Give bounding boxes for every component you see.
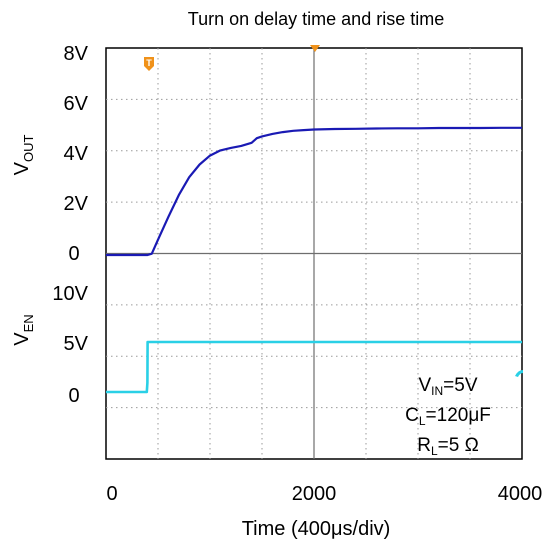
y-tick-label: 10V [52,283,88,305]
x-axis-label: Time (400μs/div) [242,518,391,540]
y-tick-label: 0 [68,385,79,407]
vout-trace [106,126,522,257]
y-tick-label: 6V [64,93,89,115]
annotation-vin: VIN=5V [418,375,477,398]
graticule-centerlines [106,48,522,459]
y-axis-label-vout: VOUT [11,135,36,176]
x-tick-label: 4000 [498,483,543,505]
x-tick-label: 2000 [292,483,337,505]
chart-title: Turn on delay time and rise time [188,9,444,29]
trigger-marker: T [144,57,154,71]
y-tick-label: 2V [64,193,89,215]
annotation-rl: RL=5 Ω [417,435,479,458]
trigger-marker-label: T [146,58,152,68]
y-tick-label: 4V [64,143,89,165]
y-tick-label: 8V [64,43,89,65]
x-tick-label: 0 [106,483,117,505]
channel-ref-marker [515,370,523,377]
trigger-position-marker [310,45,320,52]
y-tick-label: 0 [68,243,79,265]
ven-trace [106,340,522,394]
y-tick-label: 5V [64,333,89,355]
y-axis-label-ven: VEN [11,314,36,345]
annotation-cl: CL=120μF [405,405,491,428]
